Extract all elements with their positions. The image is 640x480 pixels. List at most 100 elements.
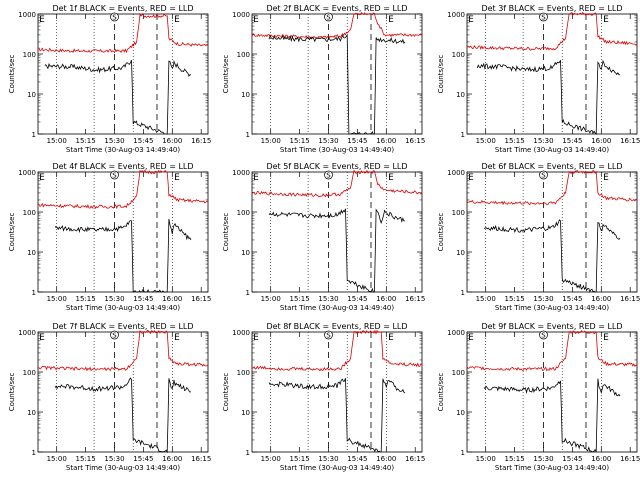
- x-tick-label: 15:45: [133, 137, 153, 145]
- y-tick-label: 100: [237, 369, 250, 377]
- y-tick-label: 100: [237, 51, 250, 59]
- x-axis-label: Start Time (30-Aug-03 14:49:40): [495, 464, 609, 472]
- x-axis-label: Start Time (30-Aug-03 14:49:40): [66, 146, 180, 154]
- x-tick-label: 16:00: [591, 455, 611, 463]
- lld-series-line: [251, 11, 423, 40]
- y-tick-label: 100: [237, 209, 250, 217]
- panel-title: Det 3f BLACK = Events, RED = LLD: [481, 4, 622, 13]
- x-tick-label: 16:15: [620, 137, 640, 145]
- x-tick-label: 15:00: [261, 295, 281, 303]
- end-marker-label: E: [388, 15, 394, 25]
- x-tick-label: 15:45: [562, 137, 582, 145]
- end-marker-label: E: [388, 173, 394, 183]
- start-marker-circle: [539, 12, 548, 22]
- x-tick-label: 15:30: [318, 137, 338, 145]
- y-tick-label: 1000: [232, 329, 250, 337]
- x-tick-label: 16:00: [162, 295, 182, 303]
- events-series-line: [44, 59, 192, 135]
- y-tick-label: 100: [452, 209, 465, 217]
- plot-frame: [251, 13, 423, 135]
- x-tick-label: 16:00: [376, 295, 396, 303]
- y-tick-label: 1: [32, 289, 36, 297]
- events-series-line: [268, 208, 406, 293]
- x-tick-label: 16:00: [162, 137, 182, 145]
- y-tick-label: 1000: [18, 329, 36, 337]
- end-marker-label: E: [39, 333, 45, 343]
- y-tick-label: 100: [23, 51, 36, 59]
- start-marker-label: S: [541, 172, 546, 180]
- plot-frame: [466, 171, 638, 293]
- start-marker-label: S: [112, 172, 117, 180]
- y-tick-label: 10: [241, 249, 250, 257]
- y-tick-label: 1: [32, 131, 36, 139]
- start-marker-circle: [110, 12, 119, 22]
- lld-series-line: [251, 329, 423, 372]
- y-tick-label: 1: [461, 131, 465, 139]
- plot-frame: [37, 171, 209, 293]
- y-tick-label: 1: [461, 289, 465, 297]
- x-tick-label: 15:45: [347, 295, 367, 303]
- y-tick-label: 100: [23, 369, 36, 377]
- y-tick-label: 1: [246, 289, 250, 297]
- x-tick-label: 16:15: [620, 295, 640, 303]
- lld-series-line: [37, 13, 209, 54]
- y-tick-label: 10: [27, 249, 36, 257]
- panel-title: Det 6f BLACK = Events, RED = LLD: [481, 162, 622, 171]
- start-marker-label: S: [541, 332, 546, 340]
- x-tick-label: 16:15: [405, 137, 425, 145]
- x-tick-label: 15:30: [318, 455, 338, 463]
- panel-1: Det 1f BLACK = Events, RED = LLD 1 10 100 10…: [8, 4, 211, 154]
- end-marker-label: E: [253, 15, 259, 25]
- x-tick-label: 15:30: [104, 455, 124, 463]
- x-tick-label: 15:30: [318, 295, 338, 303]
- start-marker-label: S: [326, 14, 331, 22]
- start-marker-label: S: [326, 172, 331, 180]
- x-tick-label: 15:00: [476, 455, 496, 463]
- x-tick-label: 15:00: [47, 295, 67, 303]
- x-tick-label: 15:15: [505, 137, 525, 145]
- x-tick-label: 15:15: [290, 295, 310, 303]
- start-marker-label: S: [112, 332, 117, 340]
- x-tick-label: 16:00: [376, 137, 396, 145]
- x-tick-label: 15:00: [476, 137, 496, 145]
- y-tick-label: 1000: [447, 11, 465, 19]
- y-axis-label: Counts/sec: [437, 373, 445, 412]
- y-tick-label: 1000: [232, 11, 250, 19]
- end-marker-label: E: [388, 333, 394, 343]
- end-marker-label: E: [468, 333, 474, 343]
- y-tick-label: 100: [452, 369, 465, 377]
- y-tick-label: 1: [461, 449, 465, 457]
- x-tick-label: 15:00: [261, 455, 281, 463]
- x-tick-label: 15:45: [133, 295, 153, 303]
- y-tick-label: 10: [241, 409, 250, 417]
- end-marker-label: E: [603, 333, 609, 343]
- y-tick-label: 1000: [232, 169, 250, 177]
- events-series-line: [483, 378, 621, 453]
- panel-7: Det 7f BLACK = Events, RED = LLD 1 10 100 10…: [8, 322, 211, 472]
- x-tick-label: 15:15: [76, 137, 96, 145]
- panel-6: Det 6f BLACK = Events, RED = LLD 1 10 100 10…: [437, 162, 640, 312]
- start-marker-circle: [110, 170, 119, 180]
- plot-frame: [466, 331, 638, 453]
- start-marker-circle: [324, 330, 333, 340]
- end-marker-label: E: [174, 173, 180, 183]
- end-marker-label: E: [174, 15, 180, 25]
- y-axis-label: Counts/sec: [222, 213, 230, 252]
- end-marker-label: E: [39, 15, 45, 25]
- y-tick-label: 1: [246, 131, 250, 139]
- x-tick-label: 15:30: [533, 137, 553, 145]
- x-axis-label: Start Time (30-Aug-03 14:49:40): [280, 464, 394, 472]
- x-tick-label: 16:15: [405, 295, 425, 303]
- x-tick-label: 15:00: [476, 295, 496, 303]
- x-tick-label: 16:15: [191, 455, 211, 463]
- end-marker-label: E: [603, 15, 609, 25]
- y-tick-label: 1000: [18, 169, 36, 177]
- y-axis-label: Counts/sec: [8, 55, 16, 94]
- lld-series-line: [37, 329, 209, 372]
- x-tick-label: 15:15: [290, 137, 310, 145]
- x-tick-label: 15:15: [76, 455, 96, 463]
- panel-8: Det 8f BLACK = Events, RED = LLD 1 10 100 10…: [222, 322, 425, 472]
- start-marker-circle: [539, 330, 548, 340]
- x-tick-label: 15:30: [104, 137, 124, 145]
